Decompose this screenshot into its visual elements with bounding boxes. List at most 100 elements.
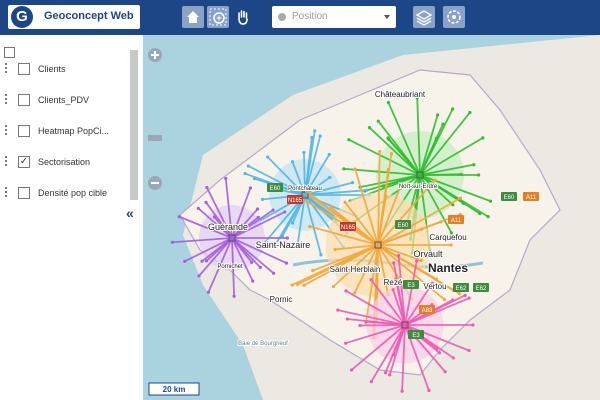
place-label: Pontchâteau (288, 186, 322, 192)
client-point (365, 188, 369, 192)
client-point (311, 269, 315, 273)
road-label: A83 (422, 308, 433, 314)
client-point (353, 167, 357, 171)
sector-spoke (304, 189, 367, 196)
sector-spoke (365, 244, 379, 323)
layer-row: ✓ Sectorisation (0, 153, 128, 173)
client-point (349, 368, 354, 372)
client-point (204, 259, 209, 263)
client-point (232, 294, 236, 298)
client-point (251, 279, 255, 283)
drag-handle[interactable] (5, 63, 9, 73)
layer-checkbox[interactable] (18, 63, 30, 75)
client-point (206, 290, 211, 294)
client-point (358, 323, 362, 328)
sector-spoke (350, 324, 406, 371)
sector-spoke (377, 244, 460, 295)
drag-handle[interactable] (5, 125, 9, 135)
client-point (183, 259, 187, 263)
scrollbar[interactable] (130, 50, 138, 200)
sector-spoke (377, 120, 421, 176)
client-point (383, 371, 388, 375)
sector-spoke (304, 181, 353, 196)
client-point (467, 348, 471, 353)
sector-spoke (392, 262, 406, 326)
position-select[interactable]: Position (272, 6, 396, 28)
layer-checkbox[interactable] (18, 94, 30, 106)
client-point (389, 152, 394, 156)
client-point (302, 283, 306, 287)
client-point (197, 274, 201, 278)
sector-spoke (377, 244, 389, 295)
position-icon (278, 13, 286, 21)
home-button[interactable] (182, 6, 204, 28)
place-label: Guérande (208, 222, 248, 232)
sector-spoke (401, 324, 406, 392)
client-point (310, 135, 314, 139)
client-point (302, 150, 306, 155)
sector-spoke (344, 201, 379, 246)
client-point (467, 296, 471, 300)
logo[interactable]: G Geoconcept Web (8, 5, 140, 29)
layer-checkbox[interactable] (18, 187, 30, 199)
client-point (468, 110, 472, 115)
drag-handle[interactable] (5, 94, 9, 104)
road-badge (403, 280, 419, 289)
client-point (336, 308, 340, 312)
sectors (170, 96, 493, 393)
header: G Geoconcept Web Position (0, 0, 600, 35)
client-point (478, 211, 482, 216)
sector-spoke (231, 237, 275, 274)
client-point (415, 96, 419, 100)
client-point (451, 107, 455, 111)
client-point (258, 265, 262, 269)
layers-button[interactable] (413, 6, 435, 28)
pan-button[interactable] (232, 6, 254, 28)
scale-bar: 20 km (148, 382, 200, 396)
client-point (344, 341, 348, 345)
sector-spoke (224, 178, 233, 239)
sector-spoke (178, 215, 233, 239)
client-point (327, 152, 331, 157)
road-badge (419, 305, 435, 314)
road-badge (408, 330, 424, 339)
client-point (256, 207, 260, 211)
layer-label: Densité pop cible (38, 188, 108, 198)
sector-spoke (345, 290, 406, 326)
layer-row: Heatmap PopCi... (0, 122, 128, 142)
client-point (290, 283, 294, 287)
client-point (396, 253, 401, 257)
layer-label: Clients (38, 64, 66, 74)
client-point (353, 291, 357, 295)
layer-checkbox[interactable] (18, 125, 30, 137)
collapse-button[interactable]: « (126, 205, 134, 221)
client-point (308, 194, 312, 198)
sector-spoke (337, 309, 406, 326)
sector-spoke (347, 318, 406, 326)
client-point (344, 289, 348, 293)
sector-spoke (370, 324, 406, 383)
zoom-slider[interactable] (148, 135, 162, 141)
sector-spoke (231, 237, 254, 282)
client-point (177, 215, 181, 219)
sector-spoke (368, 126, 421, 176)
client-point (400, 389, 404, 393)
client-point (392, 261, 396, 265)
map: Châteaubriant Nort-sur-Erdre Pontchâteau Gu… (143, 35, 600, 400)
road-label: N165 (341, 225, 356, 231)
layer-checkbox[interactable]: ✓ (18, 156, 30, 168)
client-point (443, 370, 447, 374)
client-point (260, 197, 265, 201)
settings-button[interactable] (443, 6, 465, 28)
client-point (433, 178, 437, 182)
drag-handle[interactable] (5, 187, 9, 197)
select-all-checkbox[interactable] (4, 47, 15, 58)
place-label: Pornichet (217, 264, 243, 270)
drag-handle[interactable] (5, 156, 9, 166)
client-point (318, 134, 322, 138)
sector-spoke (354, 168, 379, 246)
zoom-box-button[interactable] (207, 6, 229, 28)
client-point (266, 155, 270, 159)
sector-spoke (419, 111, 471, 176)
